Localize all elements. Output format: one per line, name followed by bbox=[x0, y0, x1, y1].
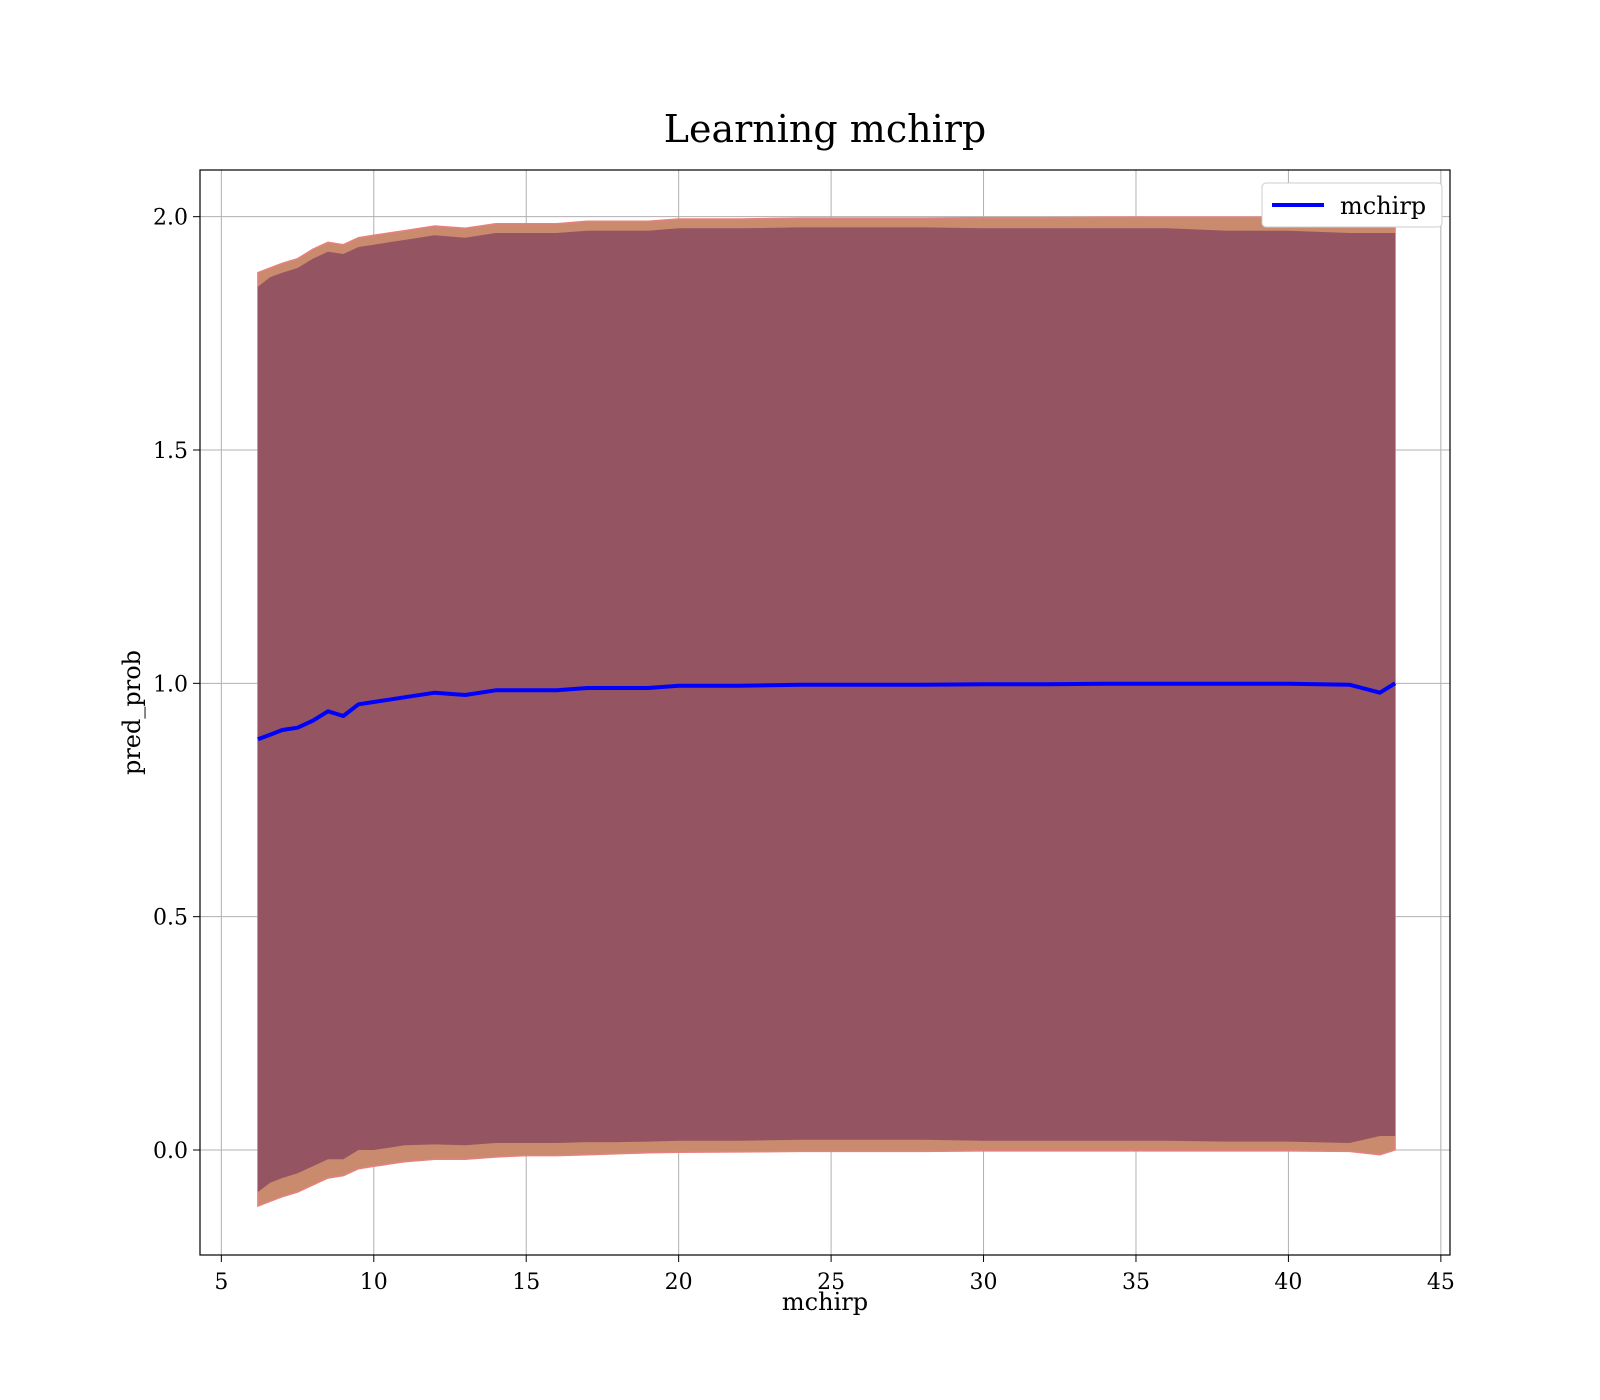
plot-frame bbox=[199, 169, 1451, 1256]
x-tick-label: 35 bbox=[1122, 1270, 1150, 1295]
x-tick-label: 15 bbox=[512, 1270, 540, 1295]
legend-label-mchirp: mchirp bbox=[1340, 192, 1426, 220]
x-tick-label: 20 bbox=[665, 1270, 693, 1295]
x-axis-label: mchirp bbox=[782, 1288, 868, 1316]
y-tick-label: 1.0 bbox=[153, 672, 188, 697]
series-lines bbox=[257, 681, 1397, 742]
x-tick-label: 30 bbox=[970, 1270, 998, 1295]
y-axis-label: pred_prob bbox=[118, 650, 146, 775]
y-tick-label: 1.5 bbox=[153, 439, 188, 464]
x-tick-label: 40 bbox=[1274, 1270, 1302, 1295]
legend-box bbox=[1261, 182, 1443, 228]
y-tick-label: 0.0 bbox=[153, 1139, 188, 1164]
y-tick-label: 2.0 bbox=[153, 206, 188, 231]
legend: mchirp bbox=[1261, 182, 1443, 228]
confidence-bands bbox=[257, 216, 1396, 1208]
x-tick-label: 25 bbox=[817, 1270, 845, 1295]
series-line-mchirp bbox=[257, 681, 1397, 742]
y-tick-label: 0.5 bbox=[153, 906, 188, 931]
x-tick-label: 45 bbox=[1427, 1270, 1455, 1295]
x-axis-ticks: 5 10 15 20 25 30 35 40 45 bbox=[214, 1255, 1455, 1295]
inner-confidence-band bbox=[257, 227, 1396, 1192]
x-tick-label: 5 bbox=[214, 1270, 228, 1295]
chart-title: Learning mchirp bbox=[664, 107, 986, 151]
y-axis-ticks: 0.0 0.5 1.0 1.5 2.0 bbox=[153, 206, 200, 1164]
x-tick-label: 10 bbox=[360, 1270, 388, 1295]
